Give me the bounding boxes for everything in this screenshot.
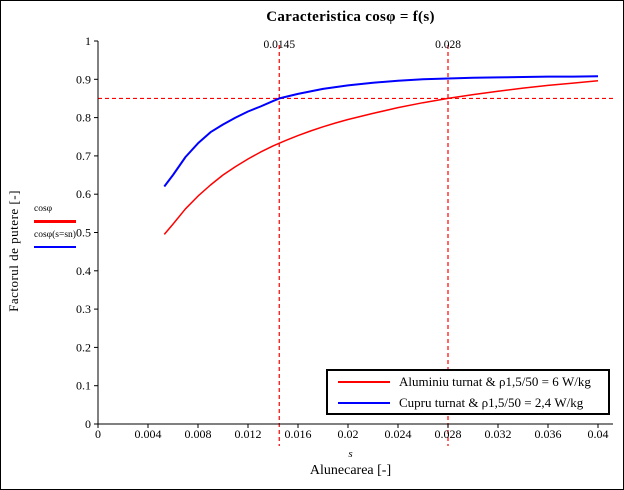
blue-line-sample (34, 245, 76, 248)
x-tick-label: 0.04 (588, 427, 609, 441)
blue-line-sample (338, 401, 390, 404)
y-axis-label: Factorul de putere [-] (6, 190, 21, 312)
y-tick-label: 0.9 (76, 72, 91, 86)
x-tick-label: 0.036 (535, 427, 562, 441)
y-tick-label: 0.4 (76, 264, 91, 278)
legend: Aluminiu turnat & ρ1,5/50 = 6 W/kg Cupru… (326, 369, 610, 415)
x-axis-label: Alunecarea [-] (309, 463, 392, 478)
legend-item-aluminiu: Aluminiu turnat & ρ1,5/50 = 6 W/kg (328, 371, 608, 392)
curve-label-entry: cosφ(s=sn) (34, 229, 94, 248)
curve-labels-legend: cosφ cosφ(s=sn) (34, 204, 94, 255)
y-tick-label: 0.8 (76, 111, 91, 125)
x-tick-label: 0 (95, 427, 101, 441)
series-curve-0 (163, 80, 599, 235)
red-line-sample (34, 220, 76, 223)
y-tick-label: 0.7 (76, 149, 91, 163)
y-tick-label: 0 (85, 417, 91, 431)
y-tick-label: 0.5 (76, 226, 91, 240)
chart-title: Caracteristica cosφ = f(s) (266, 9, 435, 25)
curve-label-cosphi-blue: cosφ(s=sn) (34, 229, 76, 240)
red-line-sample (338, 380, 390, 383)
x-tick-label: 0.008 (185, 427, 212, 441)
legend-item-cupru: Cupru turnat & ρ1,5/50 = 2,4 W/kg (328, 392, 608, 413)
y-tick-label: 0.6 (76, 187, 91, 201)
curve-label-entry: cosφ (34, 204, 94, 223)
legend-item-label: Cupru turnat & ρ1,5/50 = 2,4 W/kg (399, 395, 584, 410)
x-tick-label: 0.028 (435, 427, 462, 441)
series-curve-1 (163, 75, 599, 188)
reference-value-label: 0.0145 (263, 39, 295, 51)
y-tick-label: 1 (85, 34, 91, 48)
curve-label-cosphi-red: cosφ (34, 204, 53, 214)
x-tick-label: 0.012 (235, 427, 262, 441)
y-tick-label: 0.3 (76, 302, 91, 316)
reference-value-label: 0.028 (435, 39, 461, 51)
x-tick-label: 0.02 (338, 427, 359, 441)
y-tick-label: 0.2 (76, 340, 91, 354)
x-tick-label: 0.004 (135, 427, 162, 441)
x-axis-variable: s (348, 448, 353, 460)
x-tick-label: 0.024 (385, 427, 412, 441)
x-tick-label: 0.032 (485, 427, 512, 441)
legend-item-label: Aluminiu turnat & ρ1,5/50 = 6 W/kg (399, 374, 591, 389)
x-tick-label: 0.016 (285, 427, 312, 441)
y-tick-label: 0.1 (76, 379, 91, 393)
